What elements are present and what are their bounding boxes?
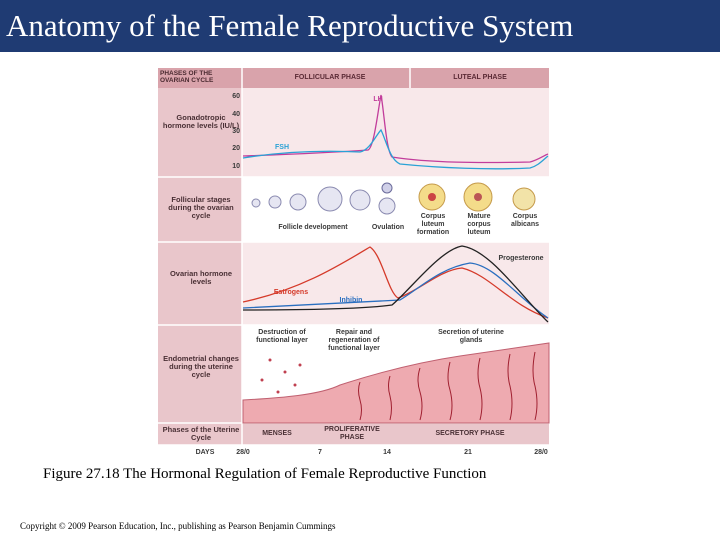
phase-label: MENSES bbox=[262, 430, 292, 437]
gonadotropic-panel bbox=[242, 88, 549, 177]
endometrial-label: Repair and regeneration of functional la… bbox=[328, 329, 380, 352]
day-tick: 7 bbox=[318, 449, 322, 456]
endometrium bbox=[242, 342, 550, 424]
uterine-glands bbox=[358, 351, 538, 421]
phase-label: PROLIFERATIVE PHASE bbox=[324, 426, 380, 441]
progesterone-curve bbox=[242, 245, 549, 323]
phase-label: SECRETORY PHASE bbox=[435, 430, 505, 437]
axis-tick: 60 bbox=[232, 93, 240, 100]
uterine-row bbox=[242, 423, 549, 445]
slide-title: Anatomy of the Female Reproductive Syste… bbox=[6, 8, 574, 43]
days-label: DAYS bbox=[195, 449, 215, 456]
stage-label: Corpus albicans bbox=[510, 213, 539, 228]
stage-label: Follicle development bbox=[278, 224, 348, 231]
axis-tick: 20 bbox=[232, 145, 240, 152]
axis-tick: 40 bbox=[232, 111, 240, 118]
row-label: Follicular stages during the ovarian cyc… bbox=[168, 195, 234, 220]
column-header: PHASES OF THE OVARIAN CYCLE bbox=[160, 70, 214, 84]
curve-label: FSH bbox=[275, 144, 289, 151]
day-tick: 21 bbox=[464, 449, 472, 456]
curve-label: LH bbox=[373, 96, 383, 103]
axis-tick: 10 bbox=[232, 163, 240, 170]
axis-tick: 30 bbox=[232, 128, 240, 135]
row-label: Phases of the Uterine Cycle bbox=[162, 425, 240, 442]
title-bar: Anatomy of the Female Reproductive Syste… bbox=[0, 0, 720, 52]
curve-label: Progesterone bbox=[498, 255, 544, 262]
stage-label: Mature corpus luteum bbox=[467, 213, 491, 236]
day-tick: 14 bbox=[383, 449, 391, 456]
ovarian-panel bbox=[242, 242, 549, 325]
header-row bbox=[158, 68, 549, 88]
day-tick: 28/0 bbox=[236, 449, 250, 456]
column-header: FOLLICULAR PHASE bbox=[294, 74, 366, 81]
endometrial-label: Secretion of uterine glands bbox=[438, 329, 504, 344]
row-label: Gonadotropic hormone levels (IU/L) bbox=[162, 113, 240, 130]
inhibin-curve bbox=[242, 262, 549, 319]
curve-label: Inhibin bbox=[339, 297, 363, 304]
stage-label: Corpus luteum formation bbox=[416, 213, 450, 236]
estrogen-curve bbox=[242, 246, 549, 319]
follicle-icons bbox=[251, 182, 536, 215]
day-tick: 28/0 bbox=[534, 449, 548, 456]
stage-label: Ovulation bbox=[371, 224, 405, 231]
curve-label: Estrogens bbox=[273, 289, 309, 296]
row-label: Ovarian hormone levels bbox=[169, 269, 233, 286]
column-header: LUTEAL PHASE bbox=[453, 74, 507, 81]
label-column bbox=[158, 88, 242, 445]
figure-caption: Figure 27.18 The Hormonal Regulation of … bbox=[43, 466, 487, 482]
fsh-curve bbox=[242, 128, 549, 170]
endometrial-label: Destruction of functional layer bbox=[256, 329, 308, 344]
menstrual-debris bbox=[260, 358, 302, 394]
row-label: Endometrial changes during the uterine c… bbox=[163, 354, 239, 379]
copyright: Copyright © 2009 Pearson Education, Inc.… bbox=[20, 521, 336, 531]
